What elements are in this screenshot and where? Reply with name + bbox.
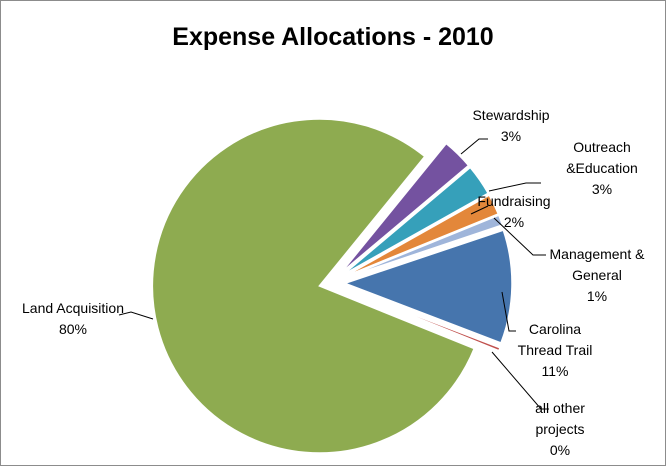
percent-label: 3% — [500, 128, 522, 144]
leader-line — [493, 217, 546, 256]
category-label: Fundraising — [477, 193, 551, 209]
category-label: Outreach &Education — [566, 139, 638, 176]
slice-label: Stewardship 3% — [452, 105, 570, 147]
leader-line — [470, 205, 489, 215]
percent-label: 1% — [586, 288, 608, 304]
percent-label: 3% — [591, 181, 613, 197]
pie-slice — [343, 287, 501, 352]
category-label: Carolina Thread Trail — [517, 321, 593, 358]
pie-slice — [342, 166, 490, 276]
slice-label: Carolina Thread Trail 11% — [510, 319, 600, 382]
pie-slice — [343, 194, 500, 278]
slice-label: Outreach &Education 3% — [557, 137, 647, 200]
percent-label: 11% — [541, 363, 569, 379]
category-label: Stewardship — [472, 107, 550, 123]
category-label: all other projects — [535, 400, 585, 437]
pie-slice — [340, 142, 470, 274]
leader-line — [460, 138, 488, 155]
slice-label: Management & General 1% — [547, 244, 647, 307]
category-label: Management & General — [549, 246, 645, 283]
leader-line — [501, 291, 516, 332]
percent-label: 80% — [58, 321, 88, 337]
leader-line — [488, 182, 541, 192]
chart-title: Expense Allocations - 2010 — [172, 23, 494, 51]
category-label: Land Acquisition — [22, 300, 124, 316]
slice-label: Fundraising 2% — [455, 191, 573, 233]
slice-label: all other projects 0% — [525, 398, 595, 461]
leader-line — [491, 351, 549, 410]
pie-slice — [342, 229, 513, 344]
percent-label: 0% — [549, 442, 571, 458]
leader-line — [118, 311, 154, 320]
pie-slice — [151, 118, 476, 454]
pie-slice — [343, 214, 504, 279]
slice-label: Land Acquisition 80% — [14, 298, 132, 340]
percent-label: 2% — [503, 214, 525, 230]
